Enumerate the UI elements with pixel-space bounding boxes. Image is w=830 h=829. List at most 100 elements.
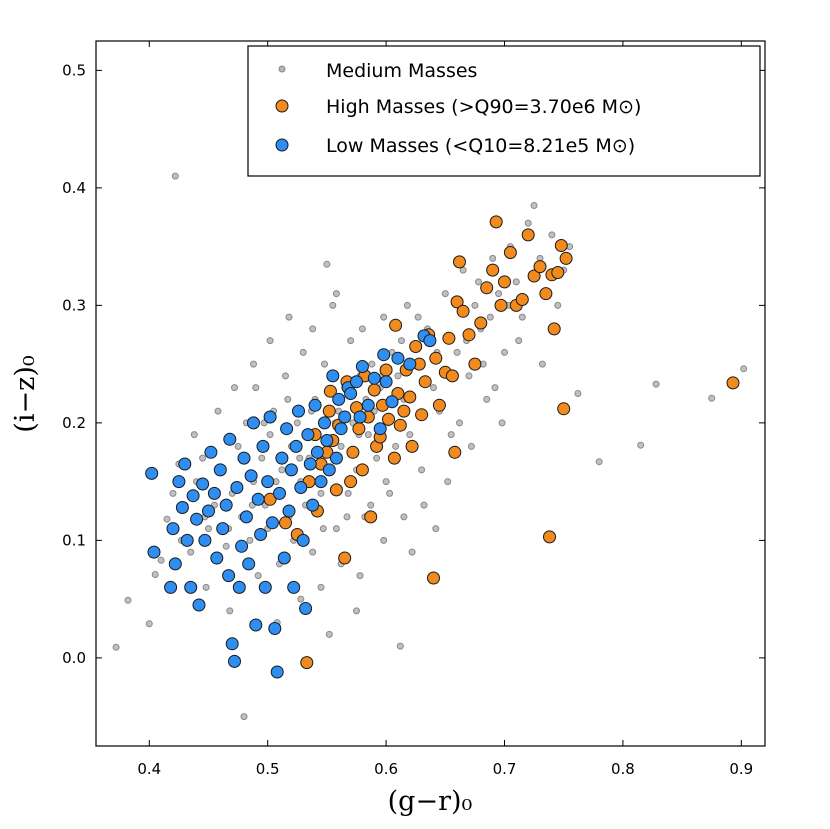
- high-mass-point: [539, 287, 553, 301]
- low-mass-point: [391, 351, 405, 365]
- medium-mass-point: [356, 572, 364, 580]
- x-tick-label: 0.5: [256, 760, 280, 778]
- medium-mass-point: [595, 458, 603, 466]
- low-mass-point: [301, 428, 315, 442]
- high-mass-point: [415, 408, 429, 422]
- medium-mass-point: [319, 525, 327, 533]
- medium-mass-point: [297, 595, 305, 603]
- low-mass-point: [213, 463, 227, 477]
- high-mass-point: [344, 475, 358, 489]
- x-tick-label: 0.6: [374, 760, 398, 778]
- low-mass-point: [265, 516, 279, 530]
- medium-mass-point: [708, 394, 716, 402]
- high-mass-point: [521, 228, 535, 242]
- low-mass-point: [232, 580, 246, 594]
- medium-mass-point: [358, 325, 366, 333]
- medium-mass-point: [400, 513, 408, 521]
- low-mass-point: [184, 580, 198, 594]
- medium-mass-point: [367, 501, 375, 509]
- medium-mass-point: [278, 466, 286, 474]
- medium-mass-point: [169, 489, 177, 497]
- medium-mass-point: [444, 478, 452, 486]
- medium-mass-point: [368, 360, 376, 368]
- medium-mass-point: [398, 337, 405, 345]
- high-mass-point: [726, 376, 740, 390]
- low-mass-point: [338, 410, 352, 424]
- legend-label-high-masses: High Masses (>Q90=3.70e6 M⊙): [326, 96, 641, 118]
- low-mass-point: [361, 398, 375, 412]
- low-mass-point: [377, 348, 391, 362]
- high-mass-point: [379, 363, 393, 377]
- high-mass-point: [498, 275, 511, 289]
- high-mass-point: [393, 418, 407, 432]
- low-mass-point: [225, 637, 239, 651]
- high-mass-point: [462, 328, 476, 342]
- medium-mass-point: [157, 556, 165, 564]
- high-mass-point: [427, 571, 440, 585]
- medium-mass-point: [420, 501, 428, 509]
- medium-mass-point: [254, 572, 262, 580]
- high-mass-point: [547, 322, 561, 336]
- high-mass-point: [474, 316, 488, 330]
- legend-marker-high-masses: [275, 99, 289, 113]
- high-mass-point: [551, 266, 565, 279]
- low-mass-point: [164, 580, 178, 594]
- high-mass-point: [387, 451, 401, 465]
- medium-mass-point: [353, 607, 360, 615]
- medium-mass-point: [214, 407, 222, 415]
- medium-mass-point: [258, 454, 266, 462]
- legend-label-medium-masses: Medium Masses: [326, 60, 477, 82]
- medium-mass-point: [386, 489, 394, 497]
- high-mass-point: [554, 239, 568, 252]
- medium-mass-point: [325, 630, 333, 638]
- low-mass-point: [261, 475, 275, 489]
- low-mass-point: [202, 504, 215, 518]
- medium-mass-point: [171, 172, 179, 180]
- plot-frame: [95, 40, 766, 747]
- y-tick-label: 0.1: [62, 531, 86, 549]
- medium-mass-point: [252, 384, 260, 392]
- low-mass-point: [192, 598, 206, 612]
- low-mass-point: [379, 375, 393, 389]
- medium-mass-point: [406, 431, 414, 439]
- medium-mass-point: [524, 219, 532, 227]
- high-mass-point: [543, 530, 556, 544]
- low-mass-point: [228, 654, 241, 668]
- medium-mass-point: [418, 466, 426, 474]
- high-mass-point: [389, 318, 403, 332]
- high-mass-point: [515, 293, 529, 306]
- low-mass-point: [310, 445, 324, 459]
- legend-label-low-masses: Low Masses (<Q10=8.21e5 M⊙): [326, 135, 635, 157]
- high-mass-point: [448, 445, 462, 459]
- medium-mass-point: [317, 489, 325, 497]
- low-mass-point: [355, 360, 369, 373]
- low-mass-point: [168, 557, 182, 571]
- medium-mass-point: [475, 278, 482, 286]
- low-mass-point: [308, 398, 322, 412]
- high-mass-point: [367, 383, 381, 397]
- high-mass-point: [533, 260, 547, 274]
- medium-mass-point: [199, 454, 207, 462]
- legend-box: [247, 45, 761, 177]
- low-mass-point: [145, 466, 159, 480]
- medium-mass-point: [240, 713, 248, 721]
- medium-mass-point: [187, 548, 195, 556]
- x-axis-ticks: 0.4 0.5 0.6 0.7 0.8 0.9: [137, 41, 753, 778]
- low-mass-point: [204, 445, 218, 459]
- medium-mass-point: [394, 372, 402, 380]
- low-mass-point: [216, 522, 230, 536]
- medium-mass-point: [486, 313, 494, 321]
- medium-mass-point: [296, 454, 304, 462]
- high-mass-point: [456, 304, 470, 318]
- medium-mass-point: [329, 301, 337, 309]
- low-mass-point: [237, 451, 251, 465]
- medium-mass-point: [266, 337, 274, 345]
- low-mass-point: [284, 463, 298, 477]
- medium-mass-point: [285, 313, 293, 321]
- y-axis-ticks: 0.0 0.1 0.2 0.3 0.4 0.5: [62, 61, 765, 667]
- high-mass-point: [557, 402, 571, 416]
- legend: Medium Masses High Masses (>Q90=3.70e6 M…: [247, 45, 761, 177]
- medium-mass-point: [465, 372, 473, 380]
- low-mass-point: [367, 371, 381, 385]
- high-mass-point: [450, 295, 464, 309]
